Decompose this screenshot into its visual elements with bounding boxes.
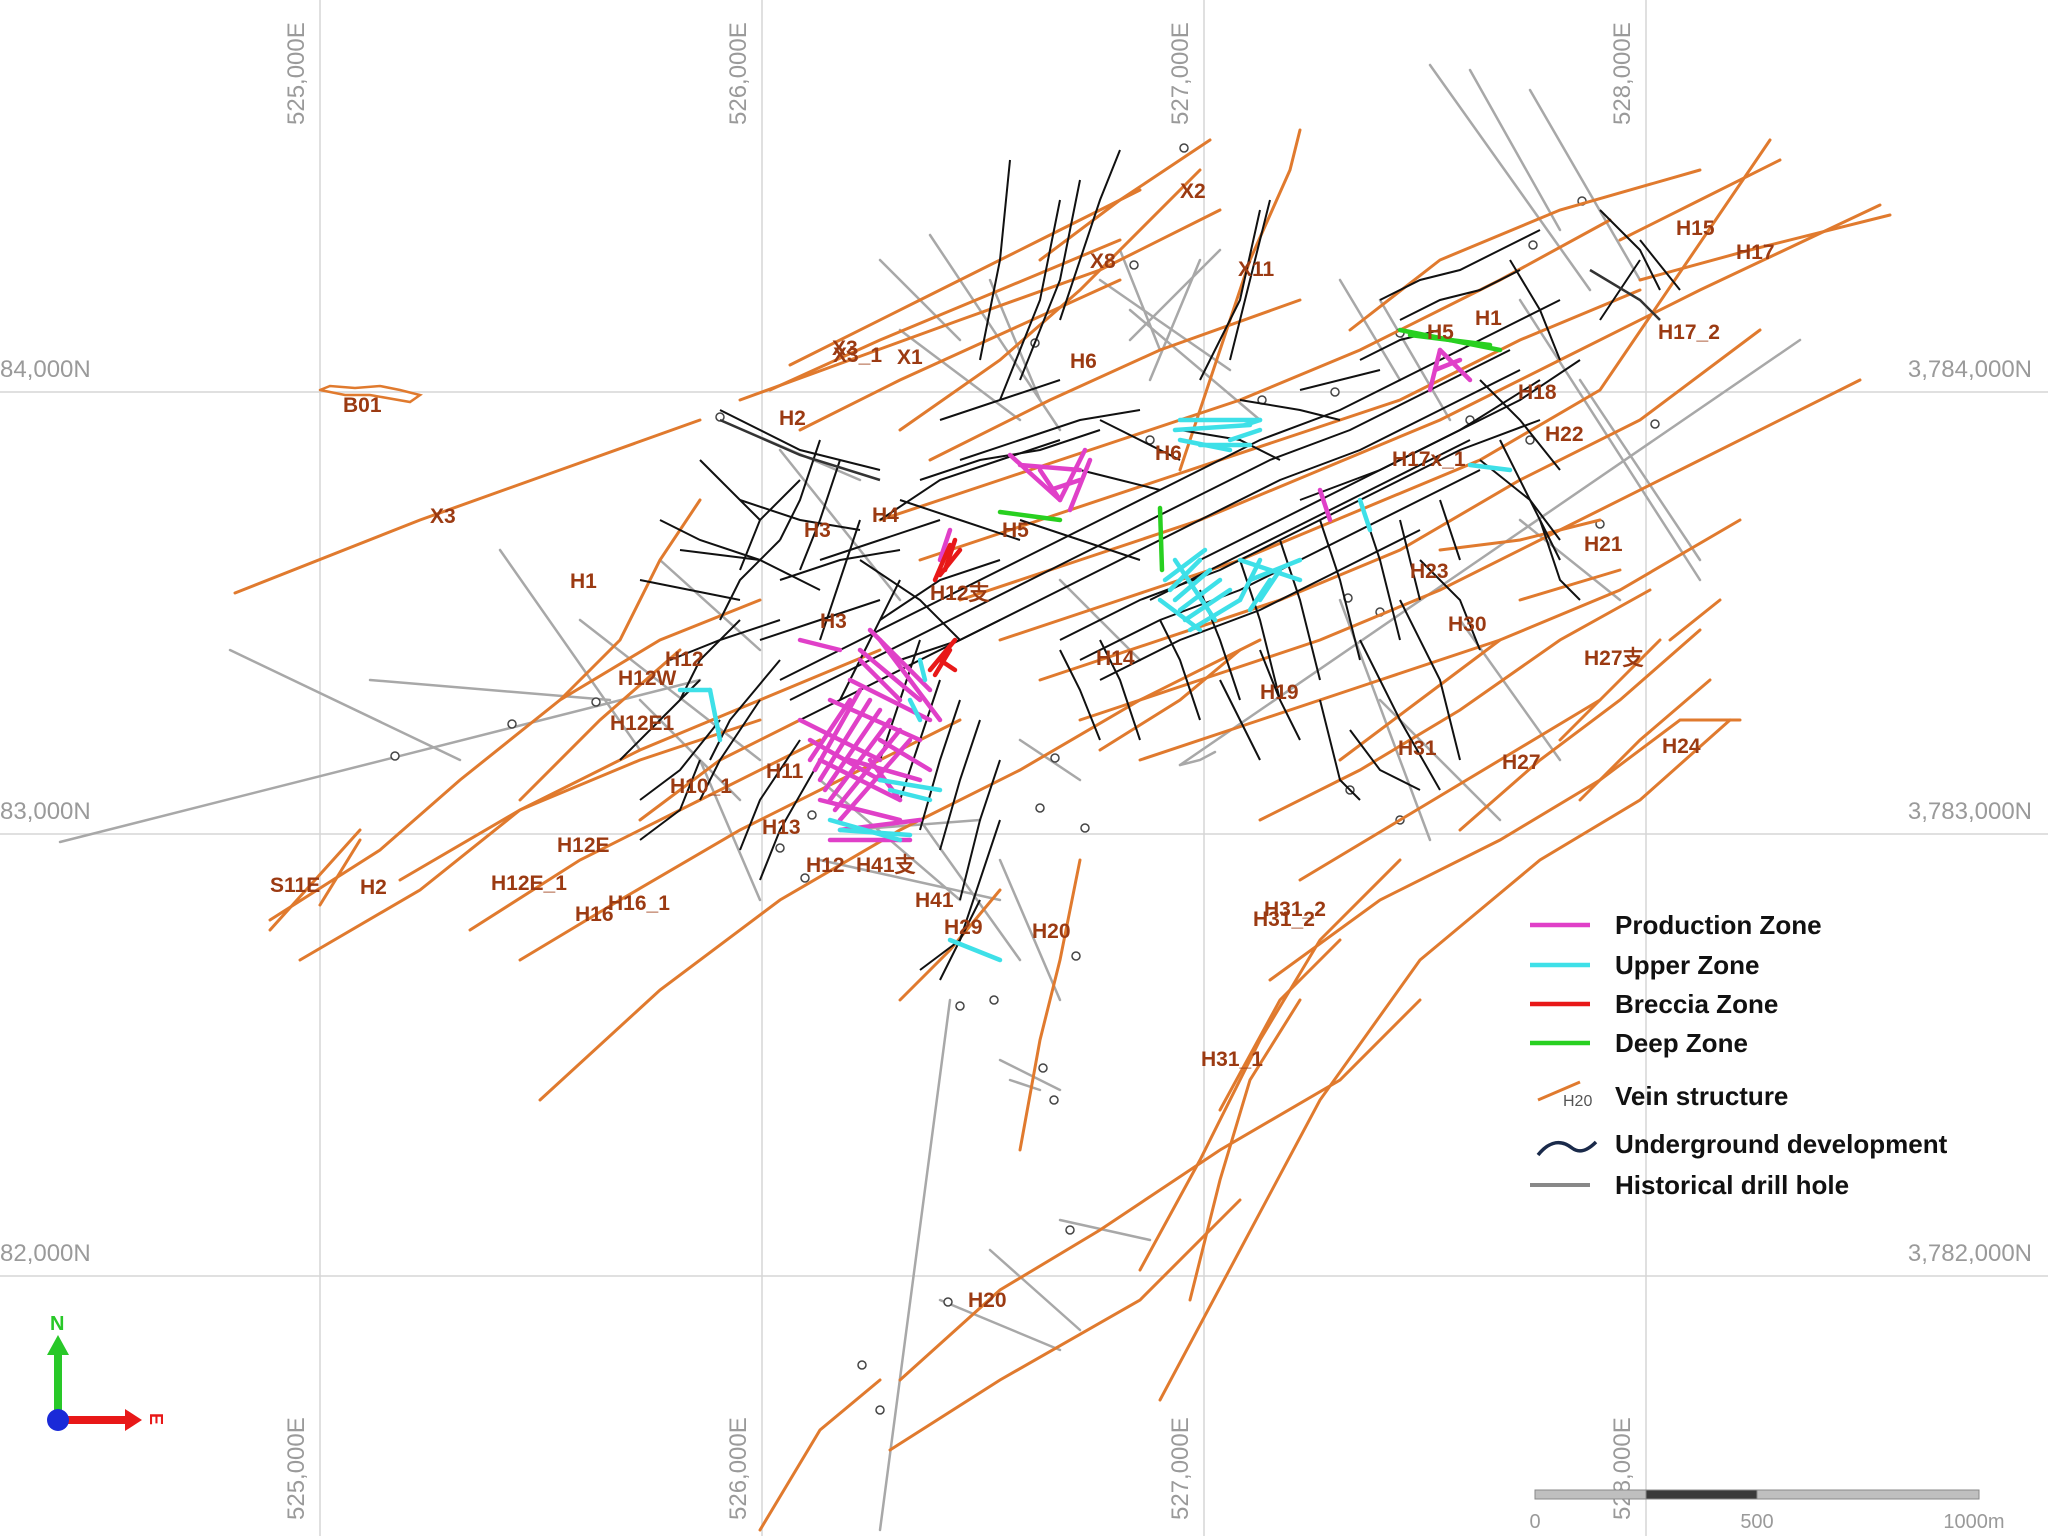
vein-label: H29 xyxy=(944,916,983,939)
vein-label: H30 xyxy=(1448,613,1487,636)
easting-labels-top: 525,000E 526,000E 527,000E 528,000E xyxy=(283,22,1636,125)
underground-development xyxy=(619,149,1681,981)
easting-label: 528,000E xyxy=(1609,22,1636,125)
northing-label-right: 3,783,000N xyxy=(1908,798,2032,825)
vein-label: H12W xyxy=(618,667,677,690)
vein-label: H1 xyxy=(570,570,597,593)
scale-label: 0 xyxy=(1529,1511,1540,1533)
legend-label-drill: Historical drill hole xyxy=(1615,1170,1849,1200)
upper-zone xyxy=(677,417,1513,963)
legend-vein-sample: H20 xyxy=(1563,1093,1592,1110)
vein-label: H12 xyxy=(665,648,704,671)
vein-label: H2 xyxy=(360,876,387,899)
vein-label: X3 xyxy=(832,337,858,360)
scale-label: 500 xyxy=(1740,1511,1773,1533)
scale-bar: 0 500 1000m xyxy=(1529,1489,2005,1533)
vein-label: H41 xyxy=(915,889,954,912)
vein-labels: X2 X8 X11 X3 X3_1 X1 B01 H2 X3 H1 H3 H12… xyxy=(270,180,1775,1312)
vein-label: H16_1 xyxy=(608,892,670,915)
vein-label: H14 xyxy=(1096,647,1135,670)
legend-label-vein: Vein structure xyxy=(1615,1081,1788,1111)
northing-label-right: 3,782,000N xyxy=(1908,1240,2032,1267)
vein-label: X11 xyxy=(1238,258,1275,281)
vein-label: H5 xyxy=(1427,321,1454,344)
legend-label-breccia: Breccia Zone xyxy=(1615,989,1778,1019)
breccia-zone xyxy=(927,537,963,678)
vein-label: H31_2 xyxy=(1264,898,1326,921)
vein-label: H24 xyxy=(1662,735,1701,758)
vein-label: H12 xyxy=(806,854,845,877)
northing-label-left: 83,000N xyxy=(0,798,91,825)
legend-label-upper: Upper Zone xyxy=(1615,950,1759,980)
easting-label: 525,000E xyxy=(283,22,310,125)
vein-label: H12E xyxy=(557,834,610,857)
vein-label: H22 xyxy=(1545,423,1584,446)
east-label: E xyxy=(146,1413,166,1425)
vein-structures xyxy=(233,128,1892,1532)
vein-label: B01 xyxy=(343,394,382,417)
vein-label: H3 xyxy=(820,610,847,633)
vein-label: H4 xyxy=(872,504,899,527)
vein-label: H11 xyxy=(766,760,804,783)
vein-label: X2 xyxy=(1180,180,1206,203)
vein-label: H20 xyxy=(1032,920,1071,943)
north-arrow: N E xyxy=(47,1313,166,1431)
vein-label: H18 xyxy=(1518,381,1557,404)
legend-swatch-underground xyxy=(1536,1140,1598,1157)
vein-label: H17 xyxy=(1736,241,1775,264)
scale-label: 1000m xyxy=(1943,1511,2004,1533)
vein-label: H27支 xyxy=(1584,647,1645,670)
legend: Production Zone Upper Zone Breccia Zone … xyxy=(1530,910,1948,1200)
vein-label: H12支 xyxy=(930,582,991,605)
vein-label: H1 xyxy=(1475,307,1502,330)
easting-label: 528,000E xyxy=(1609,1417,1636,1520)
vein-label: H27 xyxy=(1502,751,1541,774)
vein-label: H31_1 xyxy=(1201,1048,1263,1071)
vein-label: H23 xyxy=(1410,560,1449,583)
easting-labels-bottom: 525,000E 526,000E 527,000E 528,000E xyxy=(283,1417,1636,1520)
northing-label-left: 82,000N xyxy=(0,1240,91,1267)
vein-label: S11E xyxy=(270,874,320,897)
vein-label: H15 xyxy=(1676,217,1715,240)
vein-label: H17x_1 xyxy=(1392,448,1466,471)
easting-label: 526,000E xyxy=(725,1417,752,1520)
deep-zone xyxy=(997,327,1503,573)
vein-label: H10_1 xyxy=(670,775,732,798)
north-label: N xyxy=(50,1313,64,1335)
legend-label-underground: Underground development xyxy=(1615,1129,1948,1159)
vein-label: H3 xyxy=(804,519,831,542)
vein-label: H19 xyxy=(1260,681,1299,704)
vein-label: H12E1 xyxy=(610,712,675,735)
vein-label: H31 xyxy=(1398,737,1437,760)
northing-label-left: 84,000N xyxy=(0,356,91,383)
easting-label: 525,000E xyxy=(283,1417,310,1520)
access-ramps xyxy=(719,268,1661,482)
easting-label: 526,000E xyxy=(725,22,752,125)
easting-label: 527,000E xyxy=(1167,1417,1194,1520)
easting-label: 527,000E xyxy=(1167,22,1194,125)
vein-label: H6 xyxy=(1155,442,1182,465)
vein-label: H20 xyxy=(968,1289,1007,1312)
vein-label: H41支 xyxy=(856,854,917,877)
vein-label: H21 xyxy=(1584,533,1623,556)
vein-label: H13 xyxy=(762,816,801,839)
northing-label-right: 3,784,000N xyxy=(1908,356,2032,383)
legend-label-deep: Deep Zone xyxy=(1615,1028,1748,1058)
vein-label: H2 xyxy=(779,407,806,430)
vein-label: X3_1 xyxy=(833,344,882,367)
vein-label: H12E_1 xyxy=(491,872,567,895)
vein-label: H6 xyxy=(1070,350,1097,373)
vein-label: X3 xyxy=(430,505,456,528)
legend-label-production: Production Zone xyxy=(1615,910,1822,940)
vein-label: X8 xyxy=(1090,250,1116,273)
vein-label: H17_2 xyxy=(1658,321,1720,344)
vein-label: X1 xyxy=(897,346,923,369)
vein-label: H5 xyxy=(1002,519,1029,542)
vein-label: H16 xyxy=(575,903,614,926)
vein-label: H31_2 xyxy=(1253,908,1315,931)
northing-labels: 84,000N 83,000N 82,000N 3,784,000N 3,783… xyxy=(0,356,2032,1267)
legend-swatch-vein xyxy=(1537,1080,1581,1102)
